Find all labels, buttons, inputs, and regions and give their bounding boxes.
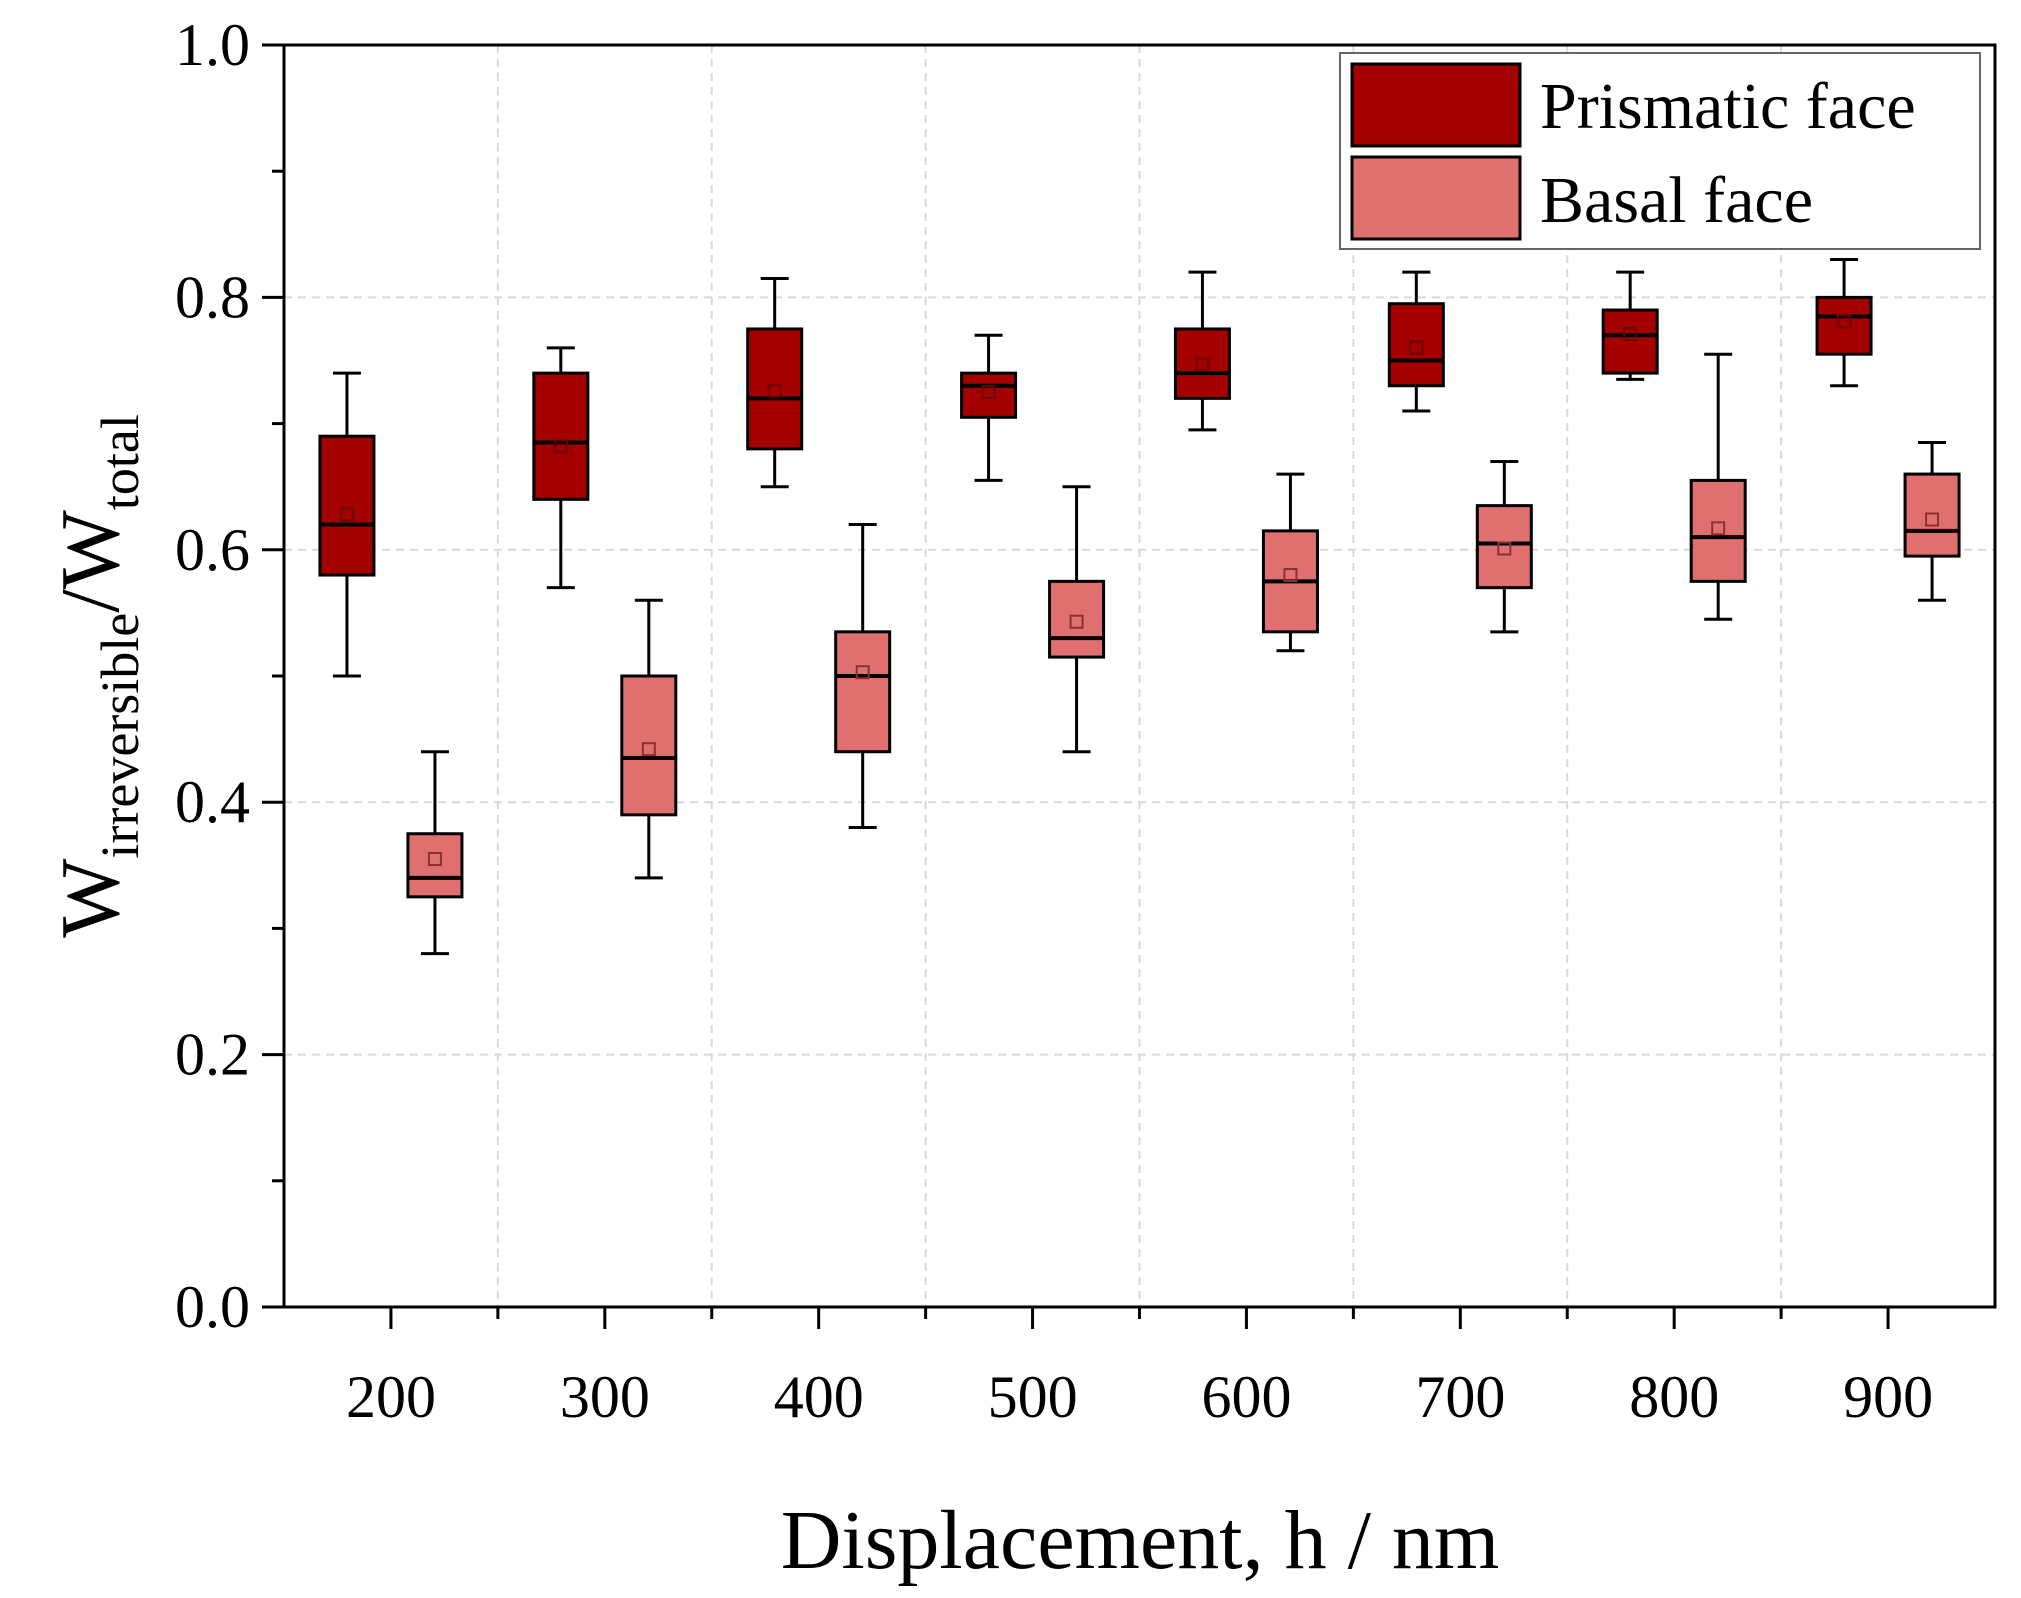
prismatic-box-800 [1601, 270, 1659, 381]
prismatic-box-400 [746, 276, 804, 489]
mean-marker [1497, 541, 1512, 556]
x-tick-label: 900 [1843, 1364, 1933, 1430]
mean-marker [1837, 314, 1852, 329]
basal-box-300 [620, 598, 678, 880]
y-tick-label: 0.6 [175, 517, 250, 583]
legend-swatch-prismatic [1350, 62, 1522, 148]
basal-box-700 [1475, 459, 1533, 634]
prismatic-box-700 [1387, 270, 1445, 413]
x-tick-label: 500 [988, 1364, 1078, 1430]
mean-marker [641, 742, 656, 757]
x-axis-title: Displacement, h / nm [781, 1494, 1500, 1587]
grid-lines [284, 45, 1995, 1307]
y-axis-title: Wirreversible/Wtotal [44, 414, 150, 938]
box-iqr [1475, 504, 1533, 590]
y-tick-label: 0.8 [175, 264, 250, 330]
prismatic-box-500 [960, 333, 1018, 482]
basal-box-200 [406, 750, 464, 956]
box-iqr [532, 371, 590, 501]
box-iqr [746, 327, 804, 451]
prismatic-box-300 [532, 346, 590, 590]
mean-marker [1069, 614, 1084, 629]
box-iqr [620, 674, 678, 817]
mean-marker [981, 385, 996, 400]
basal-box-900 [1903, 441, 1961, 602]
legend: Prismatic face Basal face [1339, 52, 1981, 250]
box-iqr [960, 371, 1018, 419]
mean-marker [767, 383, 782, 398]
box-iqr [1689, 478, 1747, 583]
y-tick-label: 0.0 [175, 1274, 250, 1340]
box-iqr [1173, 327, 1231, 400]
prismatic-box-200 [318, 371, 376, 678]
box-iqr [1903, 472, 1961, 558]
basal-box-400 [834, 523, 892, 829]
mean-marker [427, 851, 442, 866]
mean-marker [855, 665, 870, 680]
y-axis-title-main: W [44, 858, 137, 938]
y-axis-title-subscript-1: irreversible [90, 613, 150, 859]
x-tick-label: 600 [1201, 1364, 1291, 1430]
basal-box-500 [1048, 485, 1106, 754]
box-iqr [1601, 308, 1659, 375]
mean-marker [1283, 568, 1298, 583]
box-iqr [1048, 579, 1106, 659]
x-tick-label: 800 [1629, 1364, 1719, 1430]
legend-swatch-basal [1350, 155, 1522, 241]
x-tick-label: 300 [560, 1364, 650, 1430]
box-iqr [1387, 302, 1445, 388]
box-iqr [1815, 295, 1873, 356]
basal-box-600 [1261, 472, 1319, 653]
mean-marker [339, 507, 354, 522]
y-axis-title-subscript-2: total [90, 414, 150, 510]
box-series [318, 258, 1961, 956]
basal-box-800 [1689, 352, 1747, 621]
prismatic-box-900 [1815, 258, 1873, 388]
mean-marker [1195, 357, 1210, 372]
x-tick-label: 200 [346, 1364, 436, 1430]
mean-marker [1409, 340, 1424, 355]
legend-label-prismatic: Prismatic face [1540, 70, 1916, 143]
mean-marker [1623, 326, 1638, 341]
legend-label-basal: Basal face [1540, 164, 1813, 237]
prismatic-box-600 [1173, 270, 1231, 432]
x-tick-label: 400 [774, 1364, 864, 1430]
y-axis-title-separator: /W [44, 509, 137, 612]
mean-marker [553, 439, 568, 454]
box-iqr [318, 434, 376, 577]
y-tick-label: 0.4 [175, 769, 250, 835]
axes: 0.0 0.2 0.4 0.6 0.8 1.0 200 300 400 500 600 700 800 9… [175, 12, 1933, 1430]
y-tick-label: 1.0 [175, 12, 250, 78]
y-tick-label: 0.2 [175, 1022, 250, 1088]
mean-marker [1711, 521, 1726, 536]
x-tick-label: 700 [1415, 1364, 1505, 1430]
mean-marker [1925, 512, 1940, 527]
box-iqr [834, 630, 892, 754]
